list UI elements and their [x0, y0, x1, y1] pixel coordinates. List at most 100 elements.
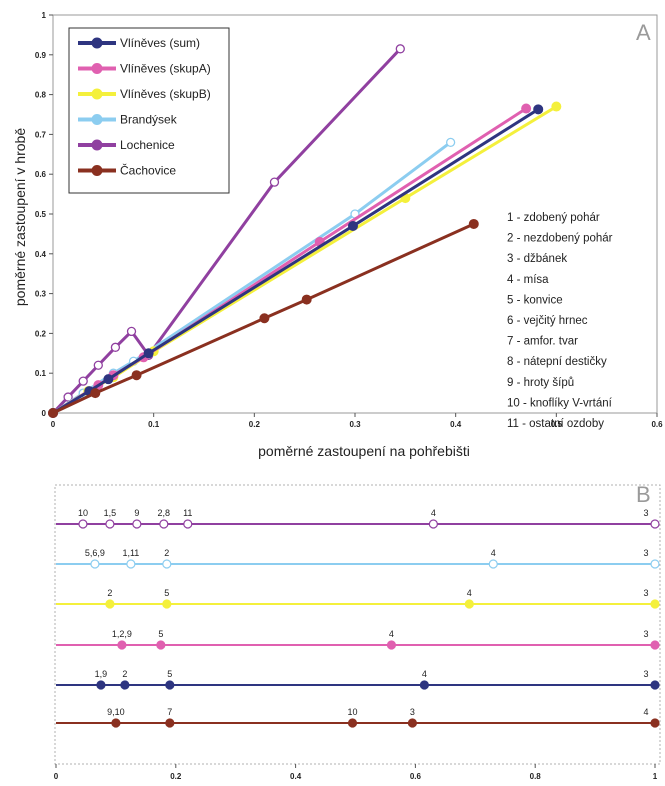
row-point — [117, 640, 127, 650]
y-axis-title: poměrné zastoupení v hrobě — [12, 128, 28, 306]
row-point-label: 5,6,9 — [85, 548, 105, 558]
row-point — [650, 599, 660, 609]
x-tick-label: 0.5 — [551, 420, 563, 429]
row-point — [419, 680, 429, 690]
legend-item-lochenice: Lochenice — [78, 138, 175, 152]
panel-b-rows: 10 1,5 9 2,8 11 4 35,6,9 1,11 2 4 32 5 4 31,2,9 5 4 31,9… — [56, 508, 660, 728]
category-label: 10 - knoflíky V-vrtání — [507, 397, 613, 409]
legend-label: Lochenice — [120, 138, 175, 152]
row-point-label: 10 — [347, 707, 357, 717]
x-tick-label: 0.3 — [349, 420, 361, 429]
category-label: 1 - zdobený pohár — [507, 212, 600, 224]
legend-swatch-marker — [91, 37, 103, 49]
row-point-label: 7 — [167, 707, 172, 717]
b-x-tick-label: 0.6 — [410, 772, 422, 781]
legend-label: Čachovice — [120, 163, 176, 178]
y-tick-label: 0.4 — [35, 250, 47, 259]
row-vlineves-skupa: 1,2,9 5 4 3 — [56, 629, 660, 650]
row-point-label: 4 — [643, 707, 648, 717]
legend-item-vlineves-sum: Vlíněves (sum) — [78, 36, 200, 50]
row-point-label: 9,10 — [107, 707, 125, 717]
data-point — [301, 294, 312, 305]
row-point-label: 3 — [410, 707, 415, 717]
category-label: 5 - konvice — [507, 294, 563, 306]
row-point-label: 1,9 — [95, 669, 108, 679]
row-point-label: 5 — [167, 669, 172, 679]
category-label: 6 - vejčitý hrnec — [507, 315, 588, 327]
data-point — [259, 313, 270, 324]
legend-swatch-marker — [91, 88, 103, 100]
row-point-label: 4 — [467, 588, 472, 598]
row-vlineves-skupb: 2 5 4 3 — [56, 588, 660, 609]
y-tick-label: 0.6 — [35, 170, 47, 179]
row-point — [650, 680, 660, 690]
y-tick-label: 0.1 — [35, 369, 47, 378]
data-point — [63, 392, 73, 402]
row-point — [183, 519, 193, 529]
row-point — [650, 718, 660, 728]
row-point-label: 3 — [643, 548, 648, 558]
b-x-tick-label: 0.8 — [530, 772, 542, 781]
category-label: 11 - ostatní ozdoby — [507, 418, 604, 430]
row-point — [162, 599, 172, 609]
row-point-label: 3 — [643, 629, 648, 639]
x-tick-label: 0.2 — [249, 420, 261, 429]
row-point-label: 1,11 — [122, 548, 139, 558]
legend-item-vlineves-skupa: Vlíněves (skupA) — [78, 62, 211, 76]
legend-label: Vlíněves (skupB) — [120, 87, 211, 101]
row-brandysek: 5,6,9 1,11 2 4 3 — [56, 548, 660, 569]
row-point — [132, 519, 142, 529]
row-point — [650, 640, 660, 650]
legend: Vlíněves (sum) Vlíněves (skupA) Vlíněves (… — [68, 27, 230, 194]
row-point-label: 4 — [431, 508, 436, 518]
row-point-label: 2 — [122, 669, 127, 679]
x-tick-label: 0.6 — [651, 420, 663, 429]
row-point — [96, 680, 106, 690]
data-point — [533, 104, 544, 115]
row-point-label: 4 — [422, 669, 427, 679]
row-cachovice: 9,10 7 10 3 4 — [56, 707, 660, 728]
legend-item-vlineves-skupb: Vlíněves (skupB) — [78, 87, 211, 101]
category-label: 9 - hroty šípů — [507, 377, 574, 389]
y-tick-label: 0.5 — [35, 210, 47, 219]
legend-label: Vlíněves (sum) — [120, 36, 200, 50]
data-point — [78, 376, 88, 386]
row-point — [488, 559, 498, 569]
row-point-label: 2 — [107, 588, 112, 598]
data-point — [103, 374, 114, 385]
row-point — [111, 718, 121, 728]
panel-b: B 10 1,5 9 2,8 11 4 35,6,9 1,11 2 4 32 5 4 31,2,9 5 4 31… — [54, 482, 661, 781]
row-point — [464, 599, 474, 609]
row-point-label: 1,2,9 — [112, 629, 132, 639]
b-x-tick-label: 0 — [54, 772, 59, 781]
x-tick-label: 0 — [51, 420, 56, 429]
row-point — [386, 640, 397, 650]
data-point — [269, 177, 280, 187]
row-point-label: 10 — [78, 508, 88, 518]
data-point — [110, 342, 121, 352]
panel-b-letter: B — [636, 482, 651, 507]
row-point — [105, 519, 115, 529]
data-point — [48, 408, 58, 418]
data-point — [347, 220, 358, 231]
legend-item-brandysek: Brandýsek — [78, 113, 178, 127]
y-tick-label: 1 — [42, 11, 47, 20]
row-point-label: 3 — [643, 508, 648, 518]
row-point — [407, 718, 418, 728]
category-list: 1 - zdobený pohár 2 - nezdobený pohár 3 - … — [507, 212, 613, 430]
row-point — [126, 559, 136, 569]
data-point — [131, 370, 142, 381]
legend-swatch-marker — [91, 114, 103, 125]
data-point — [126, 326, 137, 337]
series-cachovice — [48, 218, 479, 418]
category-label: 4 - mísa — [507, 274, 549, 286]
y-tick-label: 0.8 — [35, 91, 47, 100]
data-point — [90, 388, 101, 399]
category-label: 3 - džbánek — [507, 253, 567, 265]
legend-swatch-marker — [91, 63, 103, 74]
row-point — [650, 559, 660, 569]
row-point-label: 3 — [643, 669, 648, 679]
row-lochenice: 10 1,5 9 2,8 11 4 3 — [56, 508, 660, 529]
row-point — [120, 680, 130, 690]
